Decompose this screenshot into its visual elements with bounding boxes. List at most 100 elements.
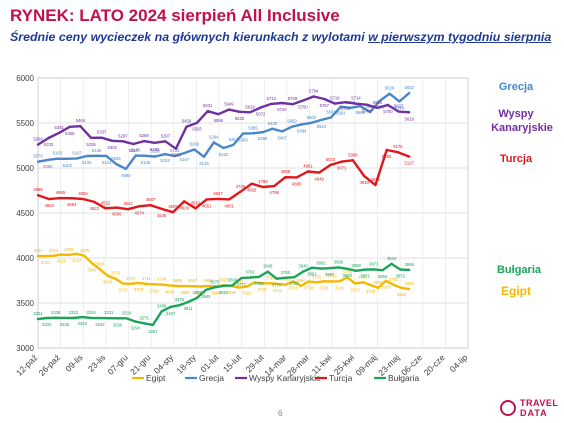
x-tick-label: 26-paź bbox=[37, 352, 62, 377]
data-point bbox=[299, 284, 303, 288]
legend-label: Wyspy Kanaryjskie bbox=[249, 373, 321, 383]
data-label: 3684 bbox=[211, 290, 221, 295]
data-point bbox=[227, 108, 231, 111]
data-label: 3740 bbox=[327, 273, 337, 278]
data-label: 5459 bbox=[287, 119, 297, 124]
data-label: 5200 bbox=[382, 154, 392, 159]
data-point bbox=[169, 305, 172, 309]
data-point bbox=[36, 143, 40, 146]
data-label: 5709 bbox=[288, 96, 298, 101]
data-point bbox=[385, 148, 388, 152]
y-tick-label: 3000 bbox=[16, 344, 34, 353]
data-label: 3934 bbox=[387, 256, 397, 261]
data-label: 4657 bbox=[213, 191, 223, 196]
data-label: 3703 bbox=[281, 277, 291, 282]
data-label: 5333 bbox=[44, 142, 54, 147]
data-point bbox=[312, 95, 315, 98]
data-label: 4021 bbox=[41, 260, 51, 265]
data-point bbox=[75, 252, 78, 255]
data-point bbox=[70, 197, 73, 200]
data-point bbox=[239, 190, 242, 193]
data-label: 3701 bbox=[389, 277, 399, 282]
x-tick-label: 15-lut bbox=[221, 352, 244, 375]
data-label: 3803 bbox=[103, 280, 113, 285]
y-tick-label: 5500 bbox=[16, 119, 34, 128]
data-label: 5714 bbox=[351, 96, 361, 101]
data-point bbox=[58, 131, 61, 134]
data-label: 3770 bbox=[272, 283, 282, 288]
data-point bbox=[54, 316, 57, 319]
series-label-2-b: Kanaryjskie bbox=[491, 122, 553, 134]
data-point bbox=[240, 276, 243, 280]
data-point bbox=[354, 269, 358, 272]
data-point bbox=[248, 276, 252, 279]
data-point bbox=[217, 113, 220, 116]
data-point bbox=[126, 208, 130, 211]
data-point bbox=[195, 296, 199, 300]
data-label: 5502 bbox=[307, 115, 317, 120]
data-label: 3871 bbox=[360, 274, 370, 279]
data-point bbox=[222, 284, 225, 287]
data-label: 3777 bbox=[237, 282, 247, 287]
data-label: 5649 bbox=[224, 102, 234, 107]
data-point bbox=[195, 121, 199, 124]
data-point bbox=[160, 207, 163, 211]
data-label: 4047 bbox=[72, 258, 82, 263]
data-label: 5794 bbox=[309, 89, 319, 94]
data-point bbox=[144, 154, 147, 157]
data-point bbox=[124, 167, 128, 171]
page-title: RYNEK: LATO 2024 sierpień All Inclusive bbox=[10, 6, 340, 25]
data-label: 5561 bbox=[326, 110, 336, 115]
data-label: 3687 bbox=[188, 278, 198, 283]
x-tick-label: 01-lut bbox=[198, 352, 221, 375]
data-point bbox=[295, 176, 298, 179]
data-label: 5135 bbox=[92, 148, 102, 153]
data-label: 4961 bbox=[303, 164, 313, 169]
data-label: 5176 bbox=[393, 144, 403, 149]
data-label: 3321 bbox=[33, 311, 43, 316]
x-tick-label: 04-lip bbox=[448, 352, 470, 374]
data-label: 4949 bbox=[315, 177, 325, 182]
data-point bbox=[388, 92, 391, 95]
data-point bbox=[306, 170, 310, 173]
data-label: 5267 bbox=[129, 148, 139, 153]
data-label: 5297 bbox=[161, 133, 171, 138]
data-label: 5135 bbox=[141, 160, 151, 165]
data-label: 5767 bbox=[320, 103, 330, 108]
data-point bbox=[392, 283, 395, 287]
data-label: 5383 bbox=[238, 138, 248, 143]
data-label: 3334 bbox=[86, 310, 96, 315]
data-point bbox=[329, 116, 333, 119]
data-point bbox=[36, 160, 40, 163]
data-label: 3730 bbox=[312, 274, 322, 279]
data-point bbox=[276, 282, 279, 286]
data-label: 5128 bbox=[151, 149, 161, 154]
data-point bbox=[390, 262, 393, 266]
data-label: 3689 bbox=[173, 278, 183, 283]
data-point bbox=[284, 176, 287, 179]
data-label: 3741 bbox=[289, 285, 299, 290]
data-label: 3882 bbox=[316, 261, 326, 266]
data-label: 5167 bbox=[180, 157, 190, 162]
data-label: 3887 bbox=[325, 272, 335, 277]
data-label: 3790 bbox=[254, 281, 264, 286]
series-line-2 bbox=[37, 95, 410, 150]
data-point bbox=[153, 141, 156, 144]
y-tick-label: 4500 bbox=[16, 209, 34, 218]
data-label: 5385 bbox=[248, 125, 258, 130]
data-label: 3708 bbox=[149, 288, 159, 293]
data-point bbox=[344, 101, 347, 104]
data-point bbox=[142, 139, 146, 143]
data-label: 4789 bbox=[258, 179, 268, 184]
data-label: 3704 bbox=[157, 277, 167, 282]
data-label: 3715 bbox=[118, 288, 128, 293]
data-label: 5435 bbox=[268, 121, 278, 126]
data-label: 5627 bbox=[394, 104, 404, 109]
data-point bbox=[369, 283, 372, 287]
data-point bbox=[253, 281, 256, 284]
data-point bbox=[149, 204, 152, 207]
subtitle-emphasis: w pierwszym tygodniu sierpnia bbox=[368, 30, 552, 44]
data-label: 5598 bbox=[214, 118, 224, 123]
data-label: 3655 bbox=[405, 281, 415, 286]
